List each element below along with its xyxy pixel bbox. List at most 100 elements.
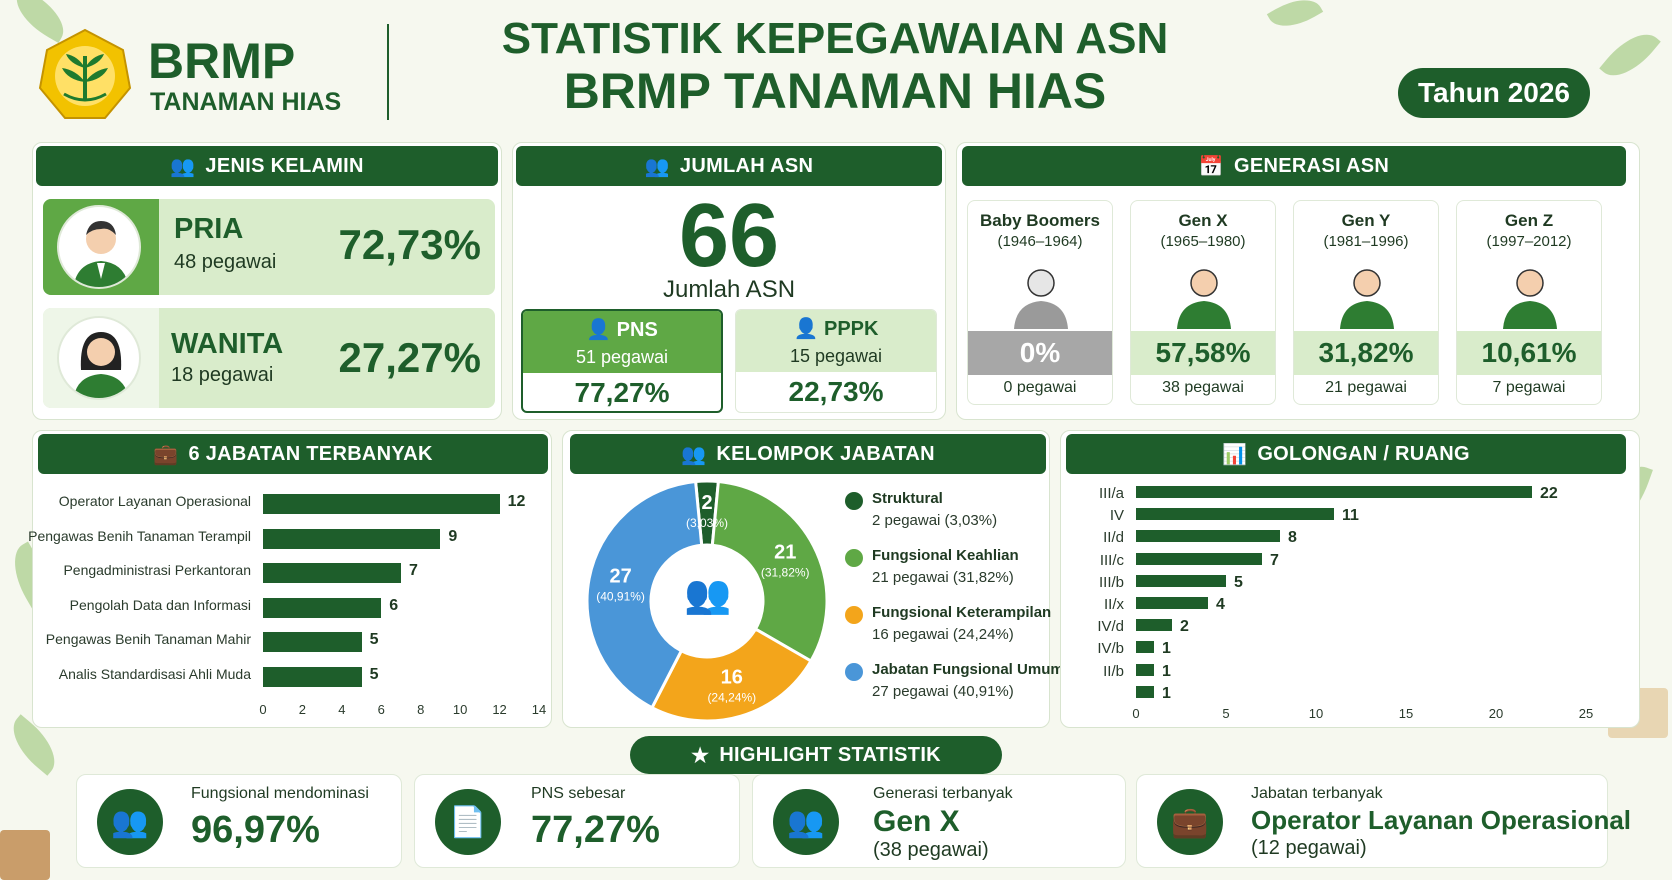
highlight-value: 77,27% (531, 809, 660, 851)
bar-category-label: II/b (1103, 662, 1124, 680)
bar-value-label: 4 (1216, 596, 1225, 613)
people-icon: 👥 (170, 155, 196, 178)
bar (263, 632, 362, 652)
pppk-label-row: 👤 PPPK (736, 316, 936, 341)
donut-slice-value: 2 (701, 492, 712, 514)
legend-dot (845, 663, 863, 681)
x-tick-label: 8 (417, 702, 425, 717)
male-pct: 72,73% (338, 221, 481, 268)
generation-title: GENERASI ASN (1234, 154, 1390, 177)
legend-name: Fungsional Keahlian (872, 547, 1019, 564)
pppk-box: 👤 PPPK 15 pegawai 22,73% (735, 309, 937, 413)
bar-category-label: IV (1109, 507, 1124, 525)
x-tick-label: 10 (452, 702, 468, 717)
bar-category-label: Analis Standardisasi Ahli Muda (58, 665, 251, 682)
x-tick-label: 20 (1488, 706, 1504, 721)
person-icon: 👤 (793, 318, 819, 340)
pppk-label: PPPK (824, 318, 879, 340)
briefcase-icon: 💼 (1157, 789, 1223, 855)
bar-value-label: 1 (1162, 662, 1171, 680)
generation-count: 21 pegawai (1325, 379, 1407, 396)
donut-slice-pct: (24,24%) (707, 690, 756, 704)
bar (1136, 641, 1154, 654)
generation-range: (1965–1980) (1160, 233, 1246, 250)
total-caption: Jumlah ASN (662, 276, 796, 303)
page-title-line2: BRMP TANAMAN HIAS (563, 63, 1107, 119)
generation-card-item: Gen X (1965–1980) 57,58% 38 pegawai (1130, 200, 1276, 405)
generation-avatar (1177, 269, 1231, 329)
female-label: WANITA (171, 328, 284, 360)
pns-box: 👤 PNS 51 pegawai 77,27% (521, 309, 723, 413)
donut-center-people-icon: 👥 (684, 574, 732, 616)
x-tick-label: 15 (1398, 706, 1414, 721)
generation-name: Gen Z (1504, 211, 1554, 230)
bar-category-label: II/x (1103, 596, 1124, 613)
pns-count: 51 pegawai (575, 347, 669, 367)
x-tick-label: 14 (531, 702, 547, 717)
person-icon: 👤 (586, 319, 612, 341)
bar (1136, 486, 1532, 498)
bar-category-label: Pengawas Benih Tanaman Mahir (45, 631, 251, 647)
donut-slice-pct: (40,91%) (596, 589, 645, 603)
bar (1136, 597, 1208, 609)
gender-row-female: WANITA 18 pegawai 27,27% (43, 308, 495, 408)
bar-value-label: 5 (369, 665, 379, 683)
donut-slice-value: 21 (774, 542, 796, 564)
pns-pct: 77,27% (574, 377, 670, 408)
bar-value-label: 11 (1342, 507, 1359, 525)
generation-card-item: Gen Y (1981–1996) 31,82% 21 pegawai (1293, 200, 1439, 405)
bar-value-label: 8 (1288, 529, 1297, 547)
groups-header: 👥 KELOMPOK JABATAN (570, 434, 1046, 474)
x-tick-label: 12 (492, 702, 507, 717)
bar-category-label: IV/b (1097, 640, 1124, 658)
pns-label: PNS (616, 319, 658, 341)
donut-hole (653, 547, 761, 655)
highlight-caption: Fungsional mendominasi (191, 785, 369, 802)
bar-category-label: III/c (1099, 551, 1124, 569)
bar-value-label: 1 (1162, 640, 1171, 658)
highlight-caption: Jabatan terbanyak (1251, 785, 1383, 802)
generation-avatar (1340, 269, 1394, 329)
highlight-card: 📄 PNS sebesar 77,27% (414, 774, 740, 868)
donut-slice-pct: (3,03%) (686, 516, 728, 530)
bar (1136, 663, 1154, 676)
bar-value-label: 12 (507, 493, 526, 510)
highlight-caption: Generasi terbanyak (873, 785, 1013, 802)
legend-detail: 2 pegawai (3,03%) (872, 512, 998, 529)
bar-value-label: 2 (1180, 618, 1189, 636)
gender-row-male: PRIA 48 pegawai 72,73% (43, 199, 495, 295)
male-count: 48 pegawai (174, 251, 277, 273)
jobs-title: 6 JABATAN TERBANYAK (188, 442, 433, 465)
generation-count: 38 pegawai (1162, 379, 1244, 396)
bar-value-label: 5 (1234, 573, 1243, 591)
groups-title: KELOMPOK JABATAN (716, 442, 935, 465)
logo-subtitle: TANAMAN HIAS (150, 88, 342, 116)
generation-pct: 31,82% (1294, 331, 1438, 375)
highlight-value: Gen X (873, 805, 960, 838)
bar-category-label: III/b (1098, 573, 1124, 591)
bar (1136, 508, 1334, 521)
year-badge: Tahun 2026 (1398, 68, 1590, 118)
groups-donut-chart: 2 (3,03%) 21 (31,82%) 16 (24,24%) 27 (40,91%) (585, 479, 829, 723)
pppk-pct: 22,73% (788, 376, 884, 407)
gender-header: 👥 JENIS KELAMIN (36, 146, 498, 186)
x-tick-label: 6 (377, 702, 385, 717)
x-tick-label: 0 (1132, 706, 1140, 721)
bar-value-label: 7 (1270, 551, 1279, 569)
decor-leaf (1266, 0, 1324, 37)
generation-avatar (1503, 269, 1557, 329)
highlight-sub: (12 pegawai) (1251, 837, 1367, 859)
highlight-sub: (38 pegawai) (873, 839, 989, 861)
x-tick-label: 25 (1578, 706, 1594, 721)
people-icon: 👥 (681, 443, 707, 466)
donut-slice-value: 27 (609, 565, 631, 587)
bar (263, 494, 500, 514)
calendar-icon: 📅 (1198, 155, 1225, 178)
highlight-header: ★ HIGHLIGHT STATISTIK (630, 736, 1002, 774)
generation-pct: 0% (968, 331, 1112, 375)
male-avatar (57, 205, 141, 289)
legend-name: Fungsional Keterampilan (872, 604, 1052, 621)
generation-count: 7 pegawai (1492, 379, 1566, 396)
highlight-card: 👥 Fungsional mendominasi 96,97% (76, 774, 402, 868)
generation-name: Gen X (1178, 211, 1228, 230)
